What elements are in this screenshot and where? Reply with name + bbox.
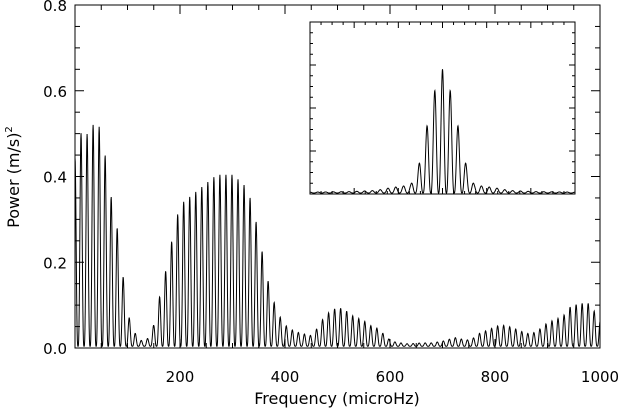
y-axis-title-superscript: 2: [4, 126, 15, 132]
y-axis-title: Power (m/s)2: [4, 126, 23, 228]
y-tick-label: 0.2: [43, 254, 67, 272]
y-axis-ticks: 0.0 0.2 0.4 0.6 0.8: [43, 0, 600, 358]
main-series-group: [74, 124, 601, 347]
inset-window-line: [309, 69, 575, 194]
y-tick-label: 0.8: [43, 0, 67, 15]
y-tick-label: 0.6: [43, 83, 67, 101]
x-tick-label: 1000: [581, 368, 619, 386]
inset-frame: [309, 21, 576, 195]
y-axis-title-main: Power (m/s): [4, 133, 23, 228]
y-tick-label: 0.4: [43, 169, 67, 187]
x-tick-label: 800: [481, 368, 510, 386]
x-tick-label: 600: [376, 368, 405, 386]
x-axis-title: Frequency (microHz): [254, 389, 420, 408]
x-tick-label: 200: [166, 368, 195, 386]
y-tick-label: 0.0: [43, 340, 67, 358]
inset-series-group: [309, 69, 575, 194]
power-spectrum-line: [74, 124, 601, 347]
x-tick-label: 400: [271, 368, 300, 386]
x-axis-ticks: 200 400 600 800 1000: [74, 5, 619, 386]
